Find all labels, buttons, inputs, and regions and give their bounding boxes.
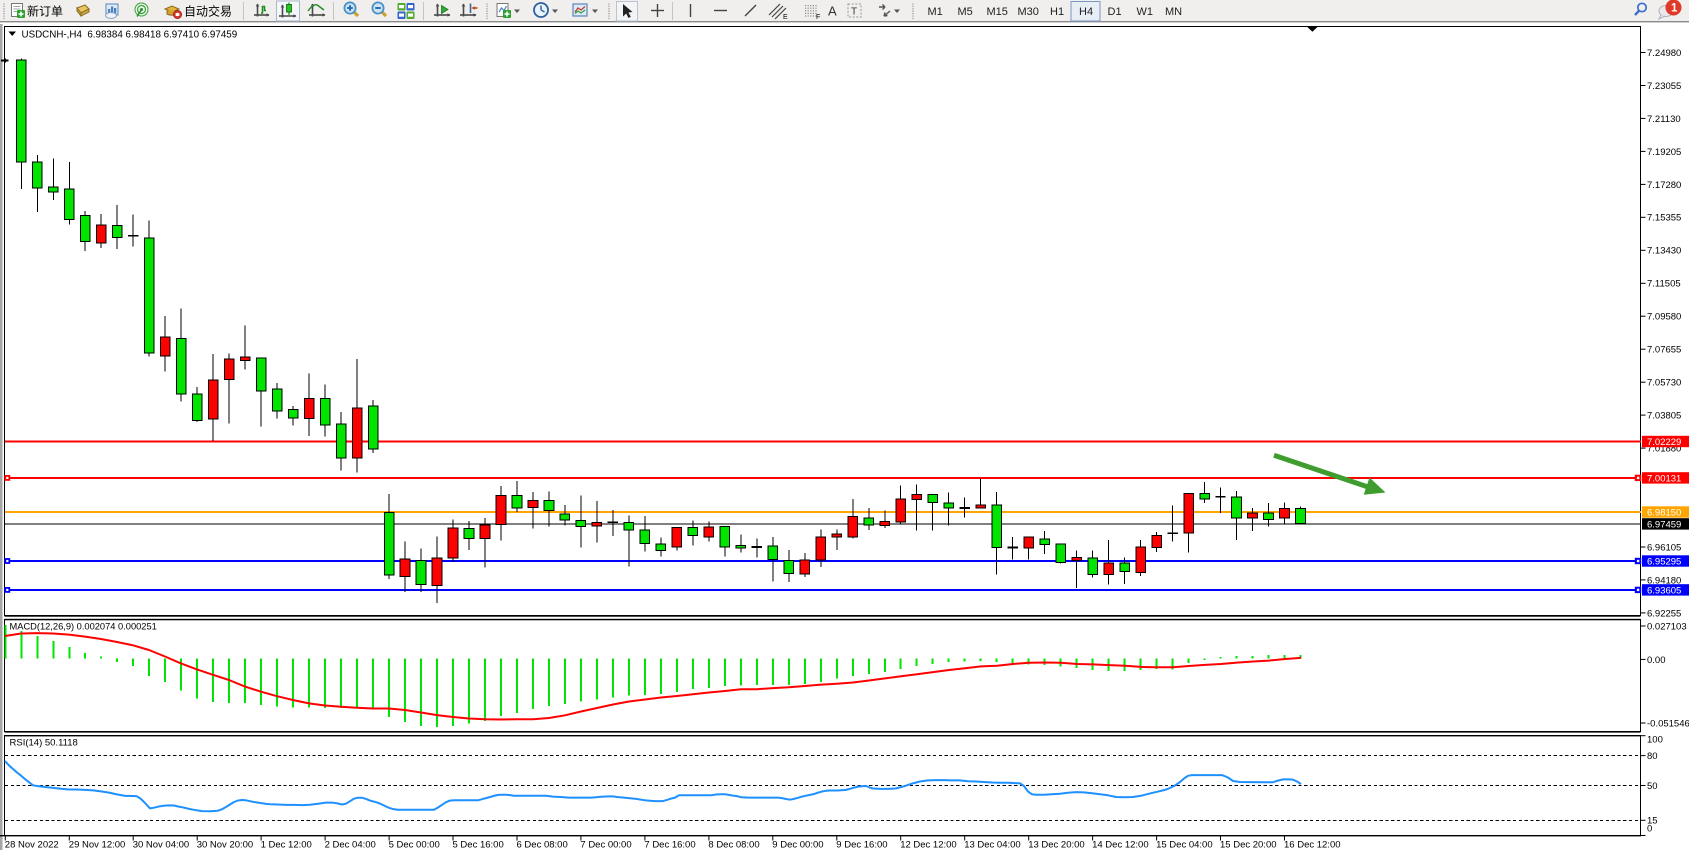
svg-text:7.19205: 7.19205 [1647,147,1681,158]
svg-text:6.95295: 6.95295 [1647,556,1681,567]
svg-text:6.97459: 6.97459 [1647,519,1681,530]
svg-text:H1: H1 [1050,6,1064,18]
svg-text:7 Dec 16:00: 7 Dec 16:00 [644,840,695,850]
svg-text:80: 80 [1647,751,1658,762]
svg-text:16 Dec 12:00: 16 Dec 12:00 [1284,840,1341,850]
svg-text:6.94180: 6.94180 [1647,575,1681,586]
svg-text:7.02229: 7.02229 [1647,437,1681,448]
svg-text:12 Dec 12:00: 12 Dec 12:00 [900,840,957,850]
svg-text:F: F [816,14,820,21]
svg-text:30 Nov 20:00: 30 Nov 20:00 [197,840,254,850]
svg-text:W1: W1 [1137,6,1154,18]
svg-text:6.93605: 6.93605 [1647,585,1681,596]
svg-text:9 Dec 16:00: 9 Dec 16:00 [836,840,887,850]
svg-text:7 Dec 00:00: 7 Dec 00:00 [580,840,631,850]
svg-text:13 Dec 20:00: 13 Dec 20:00 [1028,840,1085,850]
svg-text:自动交易: 自动交易 [184,4,232,19]
svg-text:50: 50 [1647,781,1658,792]
svg-text:MACD(12,26,9) 0.002074 0.00025: MACD(12,26,9) 0.002074 0.000251 [10,622,157,632]
svg-text:5 Dec 16:00: 5 Dec 16:00 [453,840,504,850]
svg-text:15: 15 [1647,816,1658,827]
svg-text:D1: D1 [1108,6,1122,18]
svg-text:6.96105: 6.96105 [1647,542,1681,553]
svg-text:7.23055: 7.23055 [1647,81,1681,92]
svg-text:M30: M30 [1018,6,1039,18]
svg-text:7.01880: 7.01880 [1647,444,1681,455]
svg-text:5 Dec 00:00: 5 Dec 00:00 [389,840,440,850]
svg-text:8 Dec 08:00: 8 Dec 08:00 [708,840,759,850]
svg-text:T: T [851,7,857,18]
svg-text:1 Dec 12:00: 1 Dec 12:00 [261,840,312,850]
svg-text:M1: M1 [928,6,943,18]
svg-text:USDCNH-,H4 6.98384 6.98418 6.: USDCNH-,H4 6.98384 6.98418 6.97410 6.974… [22,30,238,41]
svg-text:H4: H4 [1079,6,1093,18]
svg-text:13 Dec 04:00: 13 Dec 04:00 [964,840,1021,850]
svg-text:7.15355: 7.15355 [1647,213,1681,224]
svg-text:7.05730: 7.05730 [1647,378,1681,389]
svg-text:0.027103: 0.027103 [1647,621,1687,632]
svg-text:6 Dec 08:00: 6 Dec 08:00 [517,840,568,850]
svg-text:28 Nov 2022: 28 Nov 2022 [5,840,59,850]
svg-text:新订单: 新订单 [27,4,63,19]
svg-text:7.07655: 7.07655 [1647,345,1681,356]
svg-text:-0.051546: -0.051546 [1647,718,1689,729]
svg-text:7.13430: 7.13430 [1647,246,1681,257]
svg-text:RSI(14) 50.1118: RSI(14) 50.1118 [10,738,78,749]
svg-text:MN: MN [1165,6,1182,18]
svg-text:0.00: 0.00 [1647,655,1666,666]
svg-text:7.09580: 7.09580 [1647,312,1681,323]
svg-text:7.03805: 7.03805 [1647,411,1681,422]
svg-text:1: 1 [1671,3,1678,15]
svg-text:9 Dec 00:00: 9 Dec 00:00 [772,840,823,850]
svg-text:7.24980: 7.24980 [1647,48,1681,59]
svg-text:100: 100 [1647,735,1663,746]
svg-text:E: E [783,14,788,21]
svg-text:6.98150: 6.98150 [1647,507,1681,518]
svg-text:7.17280: 7.17280 [1647,180,1681,191]
svg-text:15 Dec 20:00: 15 Dec 20:00 [1220,840,1277,850]
svg-text:0: 0 [1647,824,1652,835]
svg-text:15 Dec 04:00: 15 Dec 04:00 [1156,840,1213,850]
svg-text:2 Dec 04:00: 2 Dec 04:00 [325,840,376,850]
svg-text:29 Nov 12:00: 29 Nov 12:00 [69,840,126,850]
svg-text:6.92255: 6.92255 [1647,608,1681,619]
svg-text:M5: M5 [958,6,973,18]
svg-text:A: A [828,4,837,19]
svg-text:M15: M15 [987,6,1008,18]
svg-text:14 Dec 12:00: 14 Dec 12:00 [1092,840,1149,850]
svg-text:7.00131: 7.00131 [1647,473,1681,484]
svg-text:7.11505: 7.11505 [1647,279,1681,290]
svg-text:7.21130: 7.21130 [1647,114,1681,125]
svg-text:30 Nov 04:00: 30 Nov 04:00 [133,840,190,850]
